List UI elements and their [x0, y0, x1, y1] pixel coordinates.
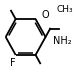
Text: F: F	[10, 58, 15, 68]
Text: NH₂: NH₂	[53, 36, 72, 46]
Text: O: O	[41, 10, 49, 20]
Text: CH₃: CH₃	[57, 5, 74, 14]
